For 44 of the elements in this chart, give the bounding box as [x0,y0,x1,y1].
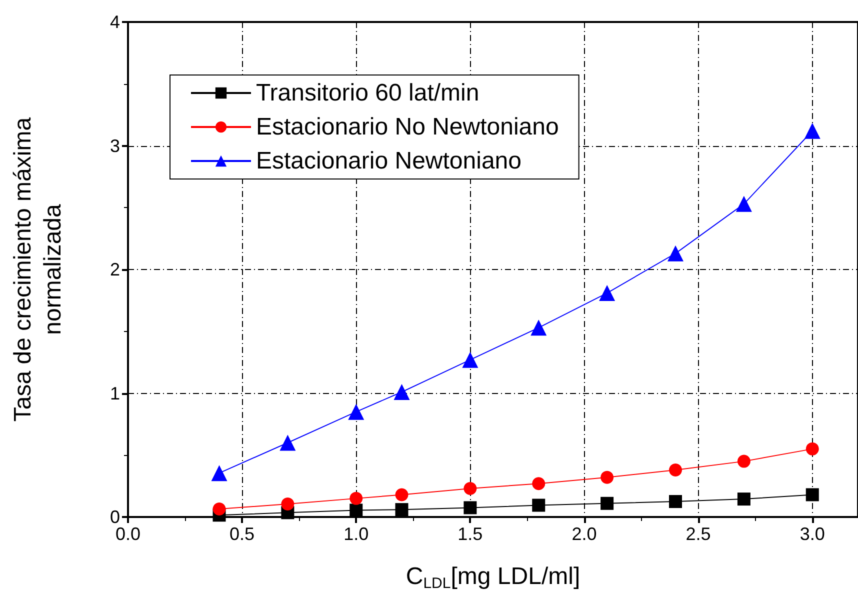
point [599,285,616,302]
point [348,404,364,420]
x-tick-label: 0.0 [115,524,141,544]
point [350,492,363,505]
x-tick-label: 0.5 [230,524,255,544]
point [532,477,546,490]
point [212,502,226,516]
x-tick-label: 2.5 [686,524,711,544]
point [806,488,819,502]
legend-label: Estacionario Newtoniano [256,148,522,174]
y-tick-label: 0 [110,507,120,527]
point [532,498,546,512]
point [464,501,477,514]
point [737,454,750,468]
point [464,482,477,496]
legend-label: Transitorio 60 lat/min [256,80,480,106]
point [806,442,819,456]
point [669,463,682,476]
point [804,122,820,139]
y-tick-label: 3 [110,136,120,156]
y-tick-label: 1 [110,383,120,404]
y-tick-label: 2 [110,260,120,280]
point [669,495,682,508]
point [211,465,228,482]
x-tick-label: 1.0 [344,524,369,544]
point [530,320,547,336]
point [350,504,363,517]
x-tick-label: 3.0 [800,524,825,544]
point [394,384,410,400]
point [395,503,408,516]
y-tick-label: 4 [110,12,120,32]
point [600,496,614,510]
point [280,434,296,451]
point [462,352,478,368]
point [736,196,752,212]
point [737,492,750,506]
y-axis-title: Tasa de crecimiento máxima normalizada [10,116,66,422]
point [281,498,294,511]
point [668,245,684,262]
x-tick-label: 2.0 [572,524,597,544]
x-tick-label: 1.5 [458,524,483,544]
point [395,488,408,502]
legend-label: Estacionario No Newtoniano [256,114,559,140]
point [600,470,614,484]
